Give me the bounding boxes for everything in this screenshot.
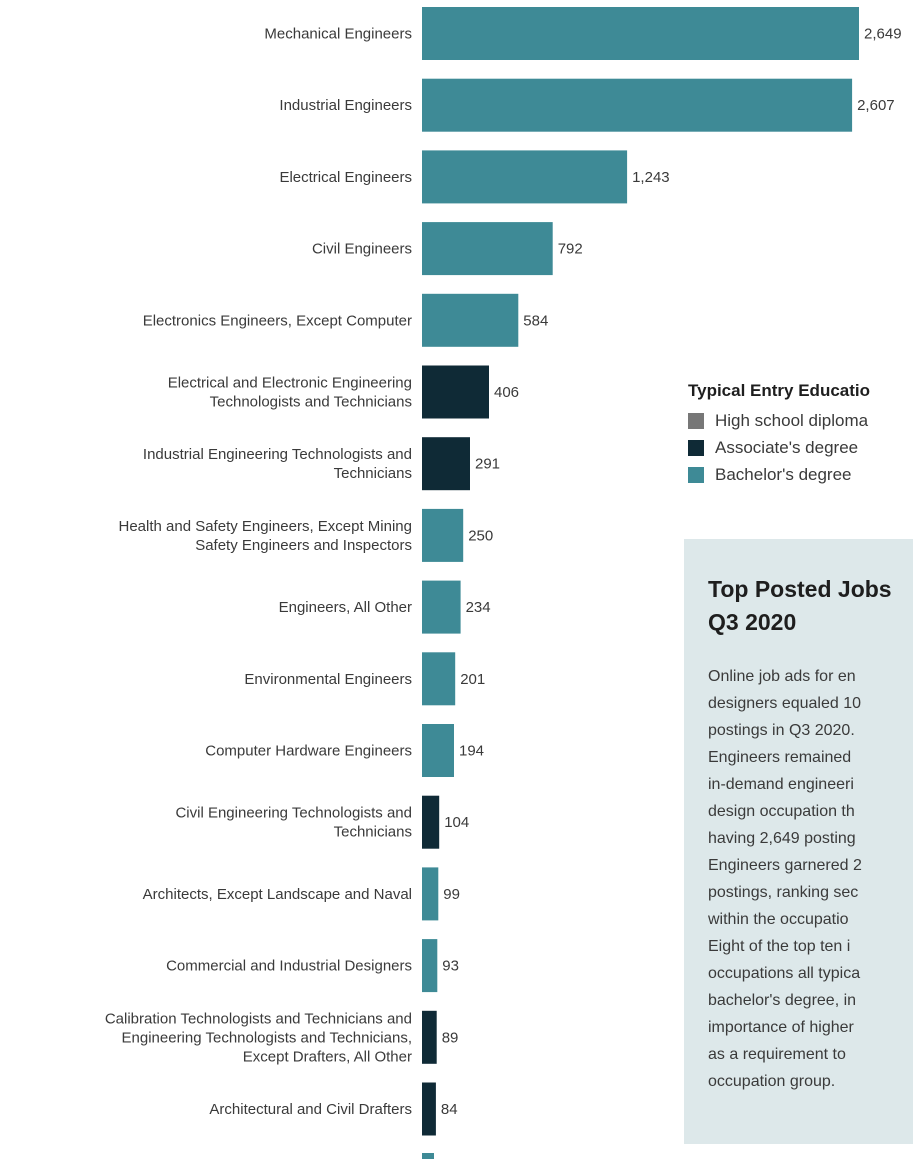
- bar-4: [422, 293, 519, 347]
- category-label-14: Calibration Technologists and Technician…: [105, 1010, 412, 1065]
- panel-title: Top Posted Jobs Q3 2020: [708, 576, 892, 635]
- legend-item-high-school: High school diploma: [688, 407, 913, 434]
- legend-item-bachelor: Bachelor's degree: [688, 461, 913, 488]
- bar-value-label-14: 89: [442, 1029, 459, 1046]
- category-label-12: Architects, Except Landscape and Naval: [143, 886, 412, 903]
- bar-value-label-11: 104: [444, 814, 469, 831]
- bar-2: [422, 150, 628, 204]
- category-label-11: Civil Engineering Technologists and Techn…: [175, 805, 412, 841]
- legend-label-high-school: High school diploma: [715, 410, 869, 430]
- bar-12: [422, 867, 439, 921]
- legend-swatch-high-school: [688, 412, 704, 429]
- bar-value-label-5: 406: [494, 384, 519, 401]
- category-label-5: Electrical and Electronic Engineering Tec…: [168, 375, 412, 411]
- bar-7: [422, 508, 464, 562]
- bar-15: [422, 1082, 436, 1136]
- legend-swatch-associate: [688, 439, 704, 456]
- bar-value-label-12: 99: [443, 886, 460, 903]
- bar-9: [422, 652, 456, 706]
- legend-item-associate: Associate's degree: [688, 434, 913, 461]
- bar-value-label-9: 201: [460, 671, 485, 688]
- bar-value-label-1: 2,607: [857, 97, 895, 114]
- education-legend: Typical Entry Educatio High school diplo…: [688, 381, 913, 488]
- bar-cutoff: [422, 1153, 434, 1159]
- bar-1: [422, 78, 853, 132]
- bar-10: [422, 724, 454, 777]
- bar-11: [422, 795, 440, 849]
- bar-14: [422, 1010, 437, 1064]
- bar-value-label-3: 792: [558, 241, 583, 258]
- bar-value-label-2: 1,243: [632, 169, 670, 186]
- bar-5: [422, 365, 489, 419]
- bar-value-label-8: 234: [466, 599, 491, 616]
- category-label-13: Commercial and Industrial Designers: [166, 958, 412, 975]
- category-label-0: Mechanical Engineers: [264, 26, 412, 43]
- bar-value-label-13: 93: [442, 958, 459, 975]
- bar-13: [422, 939, 438, 993]
- bar-8: [422, 580, 461, 634]
- bar-6: [422, 437, 470, 491]
- category-label-10: Computer Hardware Engineers: [205, 743, 412, 760]
- category-label-6: Industrial Engineering Technologists and…: [143, 446, 412, 482]
- top-posted-jobs-panel: Top Posted Jobs Q3 2020 Online job ads f…: [684, 539, 913, 1144]
- category-label-15: Architectural and Civil Drafters: [209, 1101, 412, 1118]
- bar-value-label-10: 194: [459, 743, 484, 760]
- category-label-3: Civil Engineers: [312, 241, 412, 258]
- category-label-8: Engineers, All Other: [279, 599, 412, 616]
- bar-value-label-7: 250: [468, 527, 493, 544]
- category-label-4: Electronics Engineers, Except Computer: [143, 312, 412, 329]
- legend-title: Typical Entry Educatio: [688, 381, 871, 400]
- category-label-2: Electrical Engineers: [279, 169, 412, 186]
- panel-body-text: Online job ads for en designers equaled …: [708, 668, 862, 1090]
- bar-0: [422, 7, 859, 60]
- bar-3: [422, 222, 553, 276]
- bar-value-label-0: 2,649: [864, 26, 902, 43]
- legend-label-bachelor: Bachelor's degree: [715, 464, 852, 484]
- legend-label-associate: Associate's degree: [715, 437, 859, 457]
- bar-value-label-4: 584: [523, 312, 548, 329]
- bar-value-label-15: 84: [441, 1101, 458, 1118]
- category-label-1: Industrial Engineers: [279, 97, 412, 114]
- category-label-9: Environmental Engineers: [244, 671, 412, 688]
- category-label-7: Health and Safety Engineers, Except Mini…: [118, 518, 412, 554]
- bar-value-label-6: 291: [475, 456, 500, 473]
- legend-swatch-bachelor: [688, 466, 704, 483]
